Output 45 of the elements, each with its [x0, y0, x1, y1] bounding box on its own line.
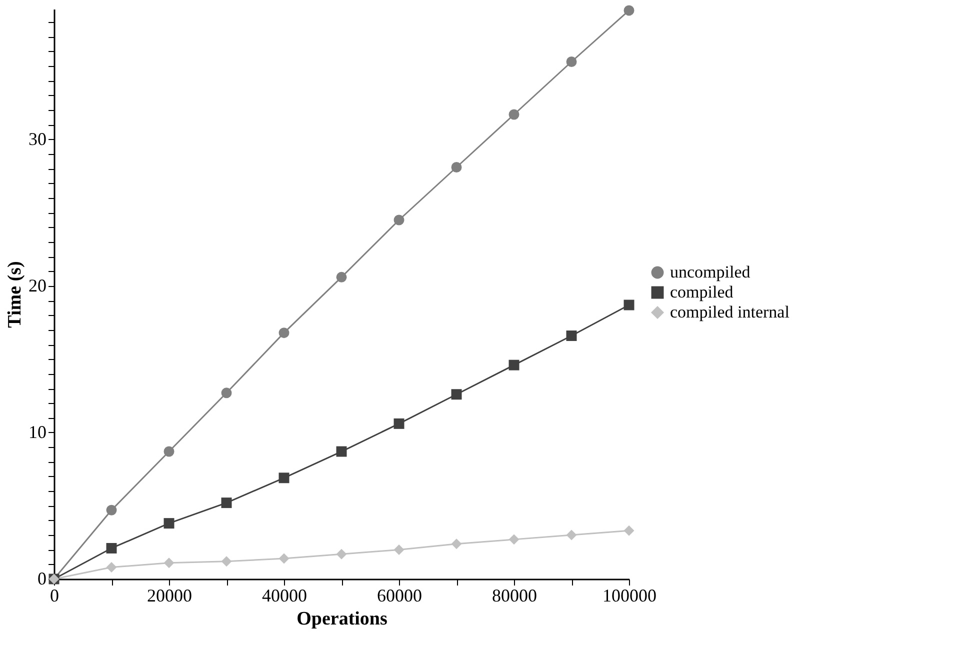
point: [164, 518, 174, 529]
y-tick-label: 20: [28, 275, 46, 296]
point: [451, 162, 462, 172]
x-tick-label: 60000: [377, 586, 422, 606]
point: [508, 360, 520, 370]
point: [508, 534, 520, 545]
x-tick-label: 20000: [147, 586, 192, 606]
y-tick-label: 0: [38, 568, 46, 588]
x-tick-label: 0: [50, 586, 59, 606]
point: [221, 556, 232, 567]
y-tick-label: 10: [28, 422, 46, 442]
x-tick-label: 80000: [492, 586, 537, 606]
point: [336, 272, 347, 282]
point: [394, 544, 404, 555]
point: [566, 56, 577, 67]
point: [451, 389, 462, 400]
legend-label: compiled: [670, 282, 734, 302]
point: [164, 446, 174, 457]
point: [336, 548, 347, 560]
point: [278, 553, 290, 564]
point: [106, 542, 117, 554]
y-tick-label: 30: [28, 128, 46, 149]
point: [394, 214, 404, 226]
point: [451, 538, 462, 550]
point: [624, 525, 634, 536]
point: [164, 558, 174, 568]
point: [394, 418, 404, 429]
x-axis-title: Operations: [296, 608, 388, 630]
point: [106, 504, 117, 516]
point: [221, 388, 232, 398]
legend-label: compiled internal: [670, 302, 790, 322]
point: [624, 5, 634, 16]
legend-label: uncompiled: [670, 262, 751, 282]
point: [221, 498, 232, 508]
point: [106, 562, 117, 573]
point: [566, 530, 577, 540]
point: [566, 330, 577, 342]
point: [624, 300, 634, 310]
x-tick-label: 100000: [602, 586, 656, 606]
point: [278, 328, 290, 338]
point: [278, 472, 290, 484]
point: [336, 446, 347, 457]
point: [508, 109, 520, 120]
x-tick-label: 40000: [262, 586, 307, 606]
y-axis-title: Time (s): [4, 261, 26, 328]
